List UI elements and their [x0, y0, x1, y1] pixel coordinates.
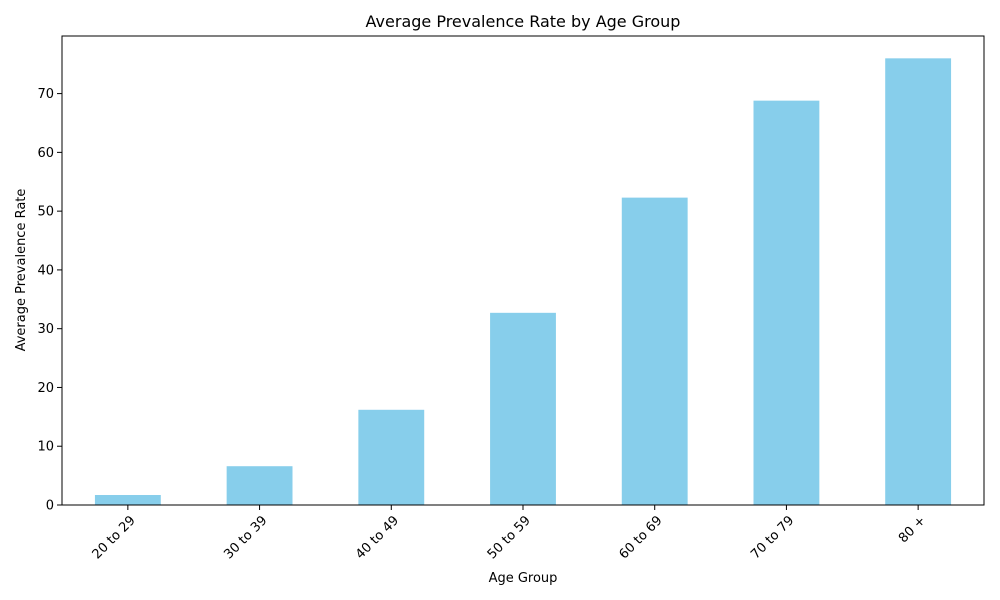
bars-group [94, 58, 952, 506]
x-tick-label: 70 to 79 [748, 513, 797, 562]
x-axis-label: Age Group [489, 571, 558, 586]
bar [94, 495, 161, 505]
y-tick-label: 10 [37, 440, 54, 455]
x-tick-label: 20 to 29 [90, 513, 139, 562]
x-axis: 20 to 29 30 to 39 40 to 49 50 to 59 60 to 69… [90, 505, 929, 562]
y-tick-label: 50 [37, 205, 54, 220]
y-tick-label: 40 [37, 263, 54, 278]
bar [885, 58, 952, 505]
y-axis: 0 10 20 30 40 50 60 70 [37, 87, 62, 514]
chart-title: Average Prevalence Rate by Age Group [366, 12, 681, 31]
plot-frame [61, 35, 985, 506]
bar [753, 100, 820, 506]
y-tick-label: 20 [37, 381, 54, 396]
y-tick-label: 0 [46, 499, 54, 514]
bar [490, 312, 556, 505]
y-tick-label: 70 [37, 87, 54, 102]
bar [358, 409, 425, 505]
x-tick-label: 30 to 39 [221, 513, 270, 562]
y-tick-label: 30 [37, 322, 54, 337]
x-tick-label: 40 to 49 [353, 513, 402, 562]
x-tick-label: 60 to 69 [616, 513, 665, 562]
y-tick-label: 60 [37, 146, 54, 161]
bar [226, 466, 293, 505]
y-axis-label: Average Prevalence Rate [14, 189, 29, 352]
x-tick-label: 50 to 59 [485, 513, 534, 562]
bar [621, 197, 688, 505]
x-tick-label: 80 + [896, 513, 929, 546]
